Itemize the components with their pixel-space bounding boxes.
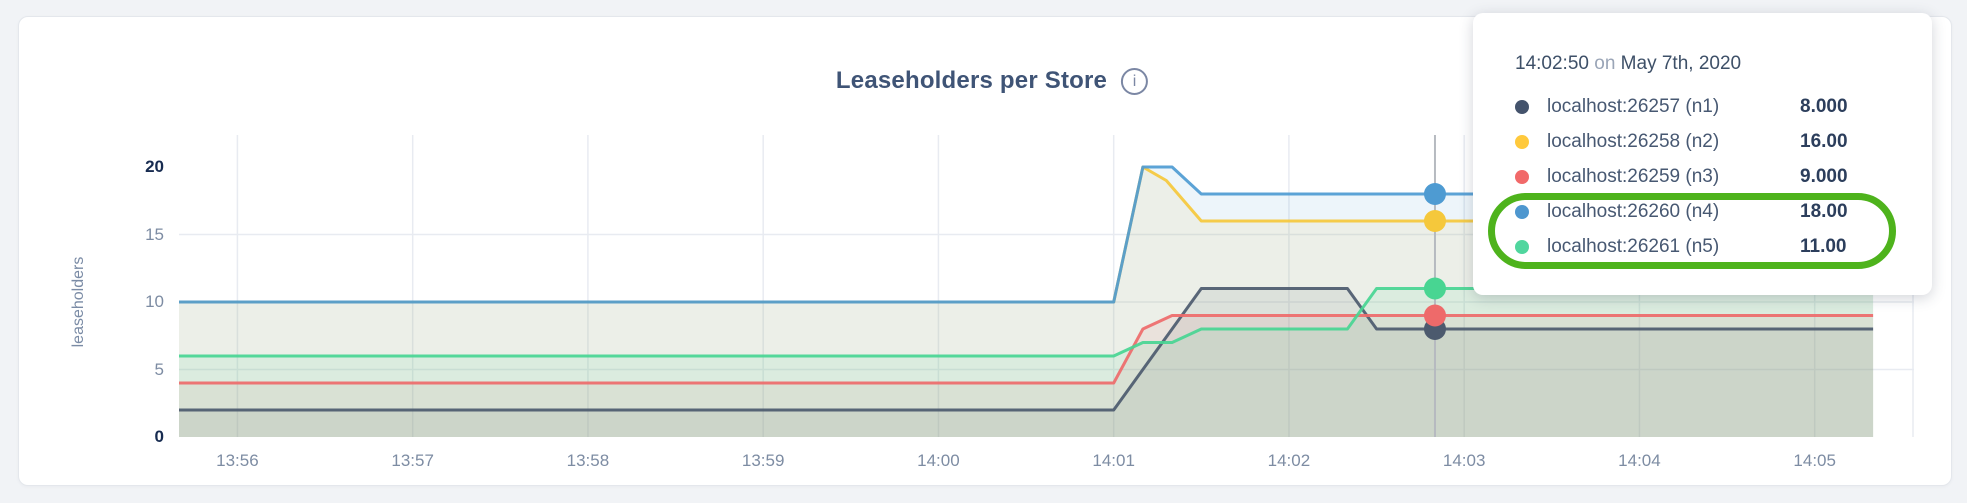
x-tick-label: 13:58 — [566, 451, 610, 470]
hover-tooltip: 14:02:50 on May 7th, 2020 localhost:2625… — [1473, 13, 1932, 295]
x-tick-label: 14:05 — [1793, 451, 1836, 470]
series-label: localhost:26259 (n3) — [1547, 165, 1720, 187]
x-tick-label: 13:56 — [216, 451, 259, 470]
hover-point — [1423, 183, 1446, 205]
y-tick-label: 10 — [145, 292, 164, 311]
series-label: localhost:26260 (n4) — [1547, 200, 1720, 222]
tooltip-row: localhost:26257 (n1) 8.000 — [1515, 89, 1908, 124]
series-line — [179, 165, 1874, 304]
tooltip-date: May 7th, 2020 — [1620, 53, 1742, 74]
hover-point — [1423, 304, 1446, 327]
chart-header: Leaseholders per Store i — [835, 67, 1149, 95]
tooltip-row: localhost:26258 (n2) 16.00 — [1515, 124, 1908, 159]
series-line — [179, 287, 1874, 358]
series-color-dot-icon — [1515, 239, 1529, 254]
series-value: 16.00 — [1800, 130, 1848, 152]
y-tick-label: 15 — [145, 224, 164, 244]
series-value: 11.00 — [1800, 235, 1847, 257]
series-value: 18.00 — [1800, 200, 1848, 222]
hover-point — [1423, 277, 1446, 300]
x-tick-label: 13:57 — [391, 451, 434, 470]
series-label: localhost:26261 (n5) — [1547, 235, 1720, 257]
tooltip-rows: localhost:26257 (n1) 8.000 localhost:26258… — [1515, 89, 1908, 264]
series-area — [179, 288, 1874, 437]
series-color-dot-icon — [1515, 169, 1529, 184]
x-tick-label: 13:59 — [741, 451, 785, 470]
series-area — [179, 288, 1874, 437]
hover-point — [1423, 210, 1446, 232]
x-tick-label: 14:03 — [1442, 451, 1486, 470]
series-color-dot-icon — [1515, 204, 1529, 219]
tooltip-row: localhost:26259 (n3) 9.000 — [1515, 159, 1908, 194]
y-tick-label: 5 — [154, 359, 164, 379]
series-area — [179, 315, 1874, 437]
x-tick-label: 14:04 — [1618, 451, 1661, 470]
x-tick-label: 14:00 — [917, 451, 960, 470]
tooltip-time: 14:02:50 — [1515, 53, 1589, 74]
tooltip-header: 14:02:50 on May 7th, 2020 — [1515, 49, 1908, 79]
chart-title: Leaseholders per Store — [835, 67, 1108, 94]
tooltip-row: localhost:26261 (n5) 11.00 — [1515, 229, 1908, 264]
x-tick-label: 14:01 — [1092, 451, 1135, 470]
series-color-dot-icon — [1515, 134, 1529, 149]
leaseholders-chart[interactable] — [179, 132, 1914, 442]
series-value: 9.000 — [1800, 165, 1848, 187]
info-icon[interactable]: i — [1121, 67, 1149, 95]
series-line — [179, 287, 1874, 412]
series-line — [179, 314, 1874, 385]
tooltip-connector: on — [1594, 53, 1616, 74]
y-tick-label: 0 — [154, 427, 164, 446]
series-color-dot-icon — [1515, 99, 1529, 114]
y-tick-label: 20 — [145, 157, 164, 176]
tooltip-row: localhost:26260 (n4) 18.00 — [1515, 194, 1908, 229]
series-label: localhost:26257 (n1) — [1547, 95, 1720, 117]
x-tick-label: 14:02 — [1267, 451, 1311, 470]
series-label: localhost:26258 (n2) — [1547, 130, 1720, 152]
series-value: 8.000 — [1800, 95, 1848, 117]
